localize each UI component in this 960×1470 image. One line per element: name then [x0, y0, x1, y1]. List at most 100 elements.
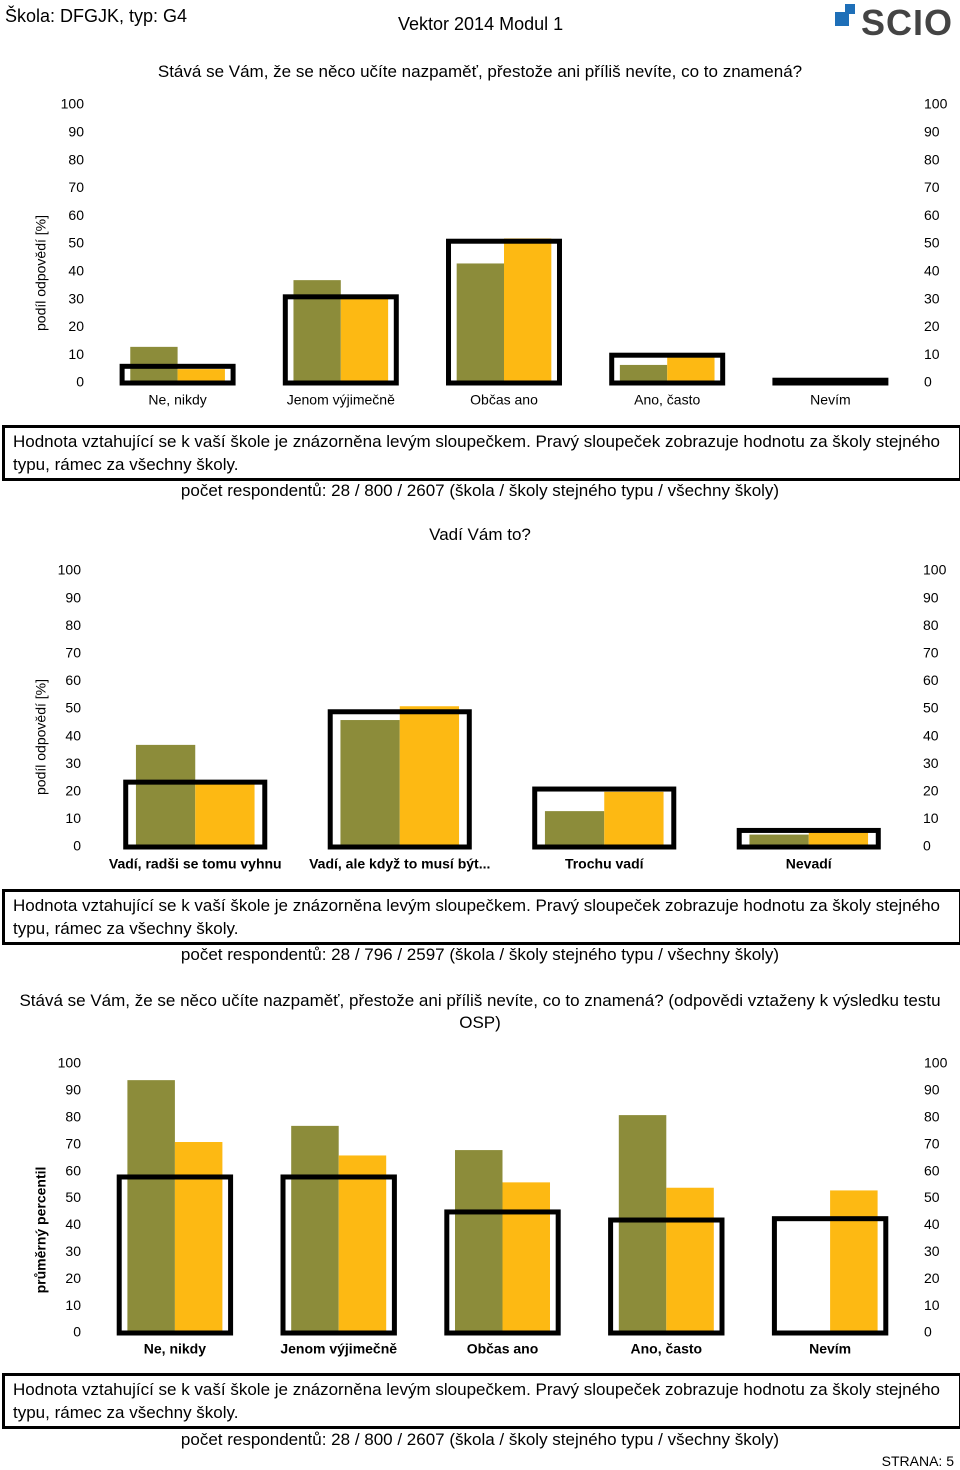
logo: SCIO [835, 2, 953, 43]
y-tick-label-right: 20 [923, 783, 939, 799]
x-tick-label: Ne, nikdy [144, 1341, 206, 1357]
frame [736, 827, 881, 850]
chart-title: Stává se Vám, že se něco učíte nazpaměť,… [157, 62, 803, 81]
y-tick-label-right: 40 [924, 263, 940, 279]
y-tick-label: 70 [65, 645, 81, 661]
x-tick-label: Nevím [809, 1341, 851, 1357]
frame [123, 779, 268, 850]
y-tick-label: 80 [68, 151, 84, 167]
y-tick-label: 60 [68, 207, 84, 223]
frame [532, 786, 677, 850]
bar [619, 364, 668, 383]
y-tick-label-right: 70 [923, 645, 939, 661]
x-tick-label: Nevadí [786, 856, 833, 872]
y-tick-label-right: 60 [924, 207, 940, 223]
page-number: STRANA: 5 [881, 1453, 954, 1469]
respondents: počet respondentů: 28 / 800 / 2607 (škol… [180, 1430, 780, 1449]
y-tick-label-right: 60 [924, 1162, 940, 1178]
frame [119, 363, 236, 386]
y-tick-label: 50 [65, 1189, 81, 1205]
frame [608, 1217, 725, 1336]
bar [399, 706, 460, 847]
y-tick-label-right: 80 [923, 617, 939, 633]
y-tick-label: 90 [68, 124, 84, 140]
y-tick-label-right: 90 [924, 1082, 940, 1098]
frame [327, 709, 472, 850]
y-tick-label: 0 [73, 838, 81, 854]
y-tick-label-right: 90 [924, 124, 940, 140]
bar [749, 834, 809, 847]
x-tick-label: Jenom výjimečně [287, 392, 395, 408]
x-tick-label: Ano, často [631, 1341, 703, 1357]
x-tick-label: Jenom výjimečně [280, 1341, 397, 1357]
bar [618, 1115, 667, 1333]
y-tick-label: 10 [65, 810, 81, 826]
doc-title: Vektor 2014 Modul 1 [398, 14, 564, 34]
x-tick-label: Vadí, radši se tomu vyhnu [109, 856, 282, 872]
y-tick-label-right: 50 [924, 1189, 940, 1205]
y-tick-label-right: 0 [924, 374, 932, 390]
y-tick-label: 10 [68, 346, 84, 362]
x-tick-label: Občas ano [470, 392, 538, 408]
y-tick-label-right: 30 [924, 290, 940, 306]
x-tick-label: Nevím [810, 392, 850, 408]
x-tick-label: Ne, nikdy [148, 392, 206, 408]
y-tick-label-right: 30 [924, 1243, 940, 1259]
y-tick-label: 20 [65, 1270, 81, 1286]
y-tick-label: 40 [65, 727, 81, 743]
y-tick-label-right: 10 [924, 1297, 940, 1313]
y-tick-label: 50 [65, 700, 81, 716]
y-tick-label-right: 50 [924, 235, 940, 251]
y-tick-label-right: 20 [924, 318, 940, 334]
note: Hodnota vztahující se k vaší škole je zn… [2, 425, 960, 481]
respondents: počet respondentů: 28 / 800 / 2607 (škol… [180, 481, 780, 500]
y-tick-label-right: 10 [924, 346, 940, 362]
bar [177, 369, 225, 383]
bar [174, 1142, 223, 1333]
frame [771, 1216, 889, 1336]
y-tick-label-right: 50 [923, 700, 939, 716]
y-tick-label-right: 80 [924, 151, 940, 167]
y-tick-label-right: 60 [923, 672, 939, 688]
y-tick-label: 0 [73, 1324, 81, 1340]
y-axis-label: průměrný percentil [33, 1167, 49, 1294]
bar [135, 744, 196, 847]
bar [504, 238, 552, 383]
y-tick-label: 10 [65, 1297, 81, 1313]
y-tick-label-right: 0 [923, 838, 931, 854]
y-tick-label: 100 [58, 562, 82, 578]
bar [340, 720, 400, 847]
y-tick-label-right: 20 [924, 1270, 940, 1286]
bar [666, 1187, 714, 1333]
y-axis-label: podíl odpovědí [%] [33, 679, 49, 795]
x-tick-label: Ano, často [634, 392, 700, 408]
frame [609, 352, 726, 386]
x-tick-label: Občas ano [467, 1341, 539, 1357]
school: Škola: DFGJK, typ: G4 [5, 6, 188, 26]
frame [772, 377, 889, 386]
y-tick-label-right: 40 [923, 727, 939, 743]
x-tick-label: Trochu vadí [565, 856, 645, 872]
y-tick-label: 40 [65, 1216, 81, 1232]
bar [338, 1155, 387, 1333]
y-tick-label: 70 [68, 179, 84, 195]
y-tick-label-right: 80 [924, 1109, 940, 1125]
bar [604, 791, 664, 847]
y-tick-label-right: 70 [924, 1135, 940, 1151]
y-tick-label: 0 [76, 374, 84, 390]
y-tick-label: 40 [68, 263, 84, 279]
respondents: počet respondentů: 28 / 796 / 2597 (škol… [180, 945, 780, 964]
bar [340, 296, 389, 383]
y-tick-label: 80 [65, 617, 81, 633]
bar [454, 1150, 503, 1333]
y-tick-label: 60 [65, 1162, 81, 1178]
y-tick-label: 100 [58, 1055, 82, 1071]
frame [444, 1209, 561, 1336]
y-tick-label: 20 [68, 318, 84, 334]
y-tick-label: 30 [68, 290, 84, 306]
y-tick-label-right: 30 [923, 755, 939, 771]
chart-title: Stává se Vám, že se něco učíte nazpaměť,… [19, 991, 941, 1032]
y-tick-label-right: 100 [924, 96, 948, 112]
